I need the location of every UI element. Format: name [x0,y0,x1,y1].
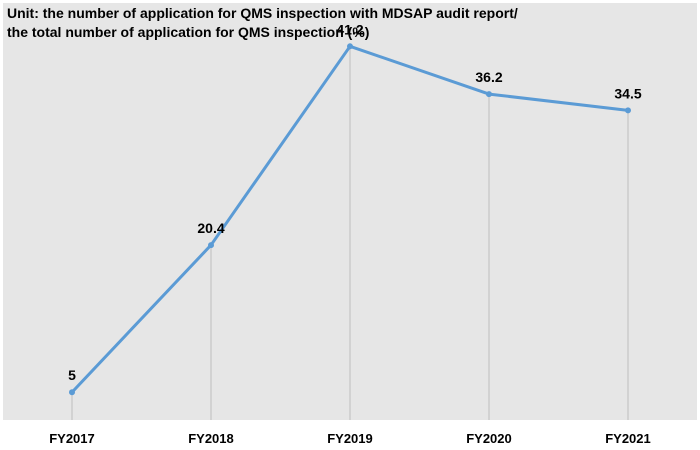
x-tick-label-fy2020: FY2020 [466,431,512,446]
data-point-fy2020 [486,91,492,98]
data-point-fy2019 [347,43,353,50]
x-tick-label-fy2021: FY2021 [605,431,651,446]
chart-title-line-2: the total number of application for QMS … [7,24,369,40]
series-group: 5 20.4 41.2 36.2 34.5 [68,21,642,396]
data-label-fy2017: 5 [68,367,76,383]
data-point-fy2021 [625,107,631,114]
data-label-fy2021: 34.5 [614,85,641,101]
data-point-fy2017 [69,389,75,396]
drop-lines [71,46,629,420]
data-label-fy2019: 41.2 [336,21,363,37]
chart-title-line-1: Unit: the number of application for QMS … [7,5,518,21]
data-point-fy2018 [208,242,214,249]
data-label-fy2018: 20.4 [197,220,224,236]
x-tick-label-fy2019: FY2019 [327,431,373,446]
x-tick-label-fy2017: FY2017 [49,431,95,446]
x-tick-label-fy2018: FY2018 [188,431,234,446]
data-label-fy2020: 36.2 [475,69,502,85]
x-axis-ticks: FY2017 FY2018 FY2019 FY2020 FY2021 [49,431,651,446]
